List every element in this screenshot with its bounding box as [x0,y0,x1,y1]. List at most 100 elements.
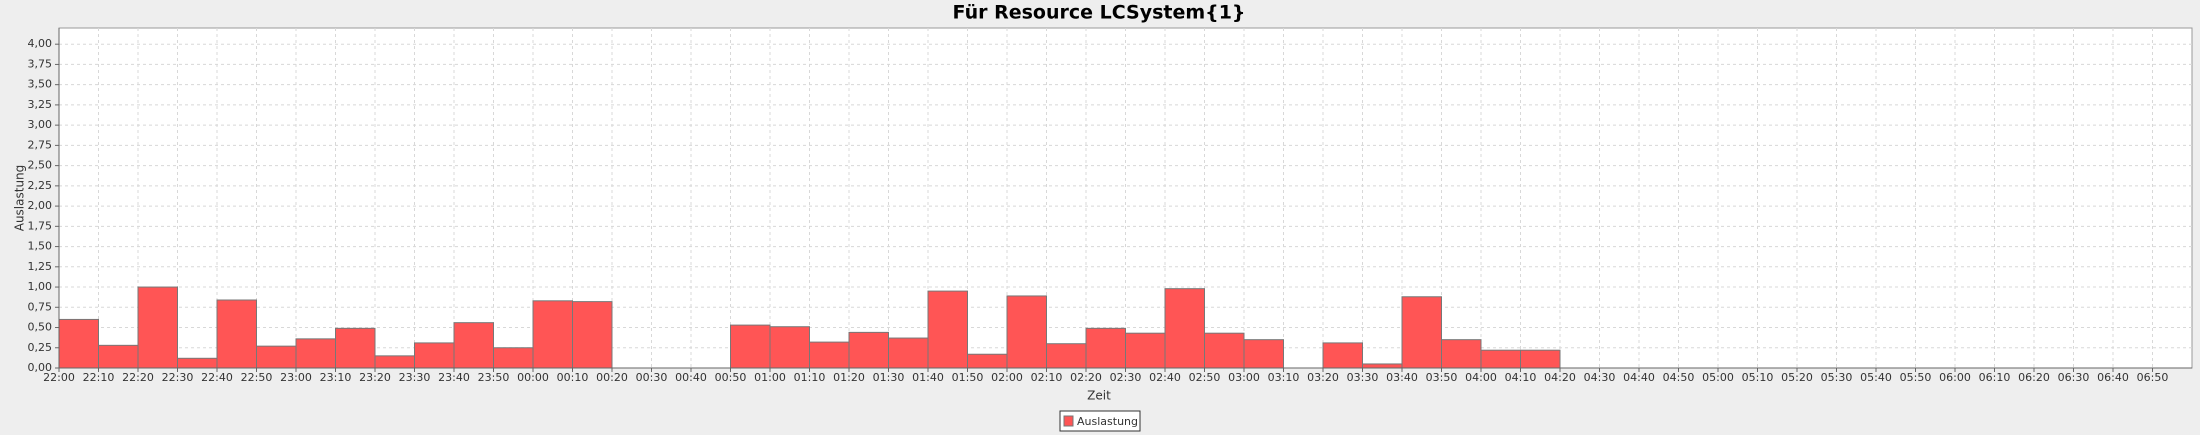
legend-label: Auslastung [1077,415,1138,428]
x-tick-label: 02:30 [1110,371,1142,384]
x-tick-label: 02:40 [1149,371,1181,384]
x-tick-label: 04:30 [1584,371,1616,384]
x-tick-label: 04:20 [1544,371,1576,384]
bar [137,286,178,369]
y-tick-label: 1,50 [28,240,53,253]
x-tick-label: 05:10 [1742,371,1774,384]
x-tick-label: 22:40 [201,371,233,384]
y-tick-label: 0,25 [28,341,53,354]
bar [1243,339,1284,369]
bar [414,342,455,369]
y-tick-label: 3,00 [28,118,53,131]
x-axis-label: Zeit [1087,389,1111,403]
x-tick-label: 03:50 [1426,371,1458,384]
x-tick-label: 03:10 [1268,371,1300,384]
y-axis-label: Auslastung [13,165,27,232]
bar [888,337,929,369]
chart-title: Für Resource LCSystem{1} [953,2,1246,24]
x-tick-label: 00:40 [675,371,707,384]
bar [98,344,139,369]
bar [1362,363,1403,369]
x-tick-label: 05:30 [1821,371,1853,384]
bar [453,322,494,369]
bar [1322,342,1363,369]
x-tick-label: 23:50 [478,371,510,384]
y-tick-label: 2,25 [28,179,53,192]
x-tick-label: 02:10 [1031,371,1063,384]
bar [1480,349,1521,369]
bar [1164,288,1205,369]
x-tick-label: 22:00 [43,371,75,384]
y-tick-label: 0,50 [28,321,53,334]
x-tick-label: 05:20 [1781,371,1813,384]
y-tick-label: 0,75 [28,300,53,313]
bar [1125,332,1166,369]
bar [1046,343,1087,369]
bar [493,347,534,369]
y-tick-label: 0,00 [28,361,53,374]
x-tick-label: 23:00 [280,371,312,384]
x-tick-label: 23:40 [438,371,470,384]
x-tick-label: 01:40 [912,371,944,384]
y-tick-label: 2,50 [28,159,53,172]
x-tick-label: 02:50 [1189,371,1221,384]
x-tick-label: 03:00 [1228,371,1260,384]
legend-swatch [1063,415,1074,427]
bar [177,357,218,369]
x-tick-label: 02:20 [1070,371,1102,384]
bar [1085,327,1126,369]
y-tick-label: 3,25 [28,98,53,111]
bar [1520,349,1561,369]
x-tick-label: 02:00 [991,371,1023,384]
bar [1204,332,1245,369]
x-tick-label: 00:30 [636,371,668,384]
bar [572,301,613,369]
bar [1006,295,1047,369]
x-tick-label: 03:20 [1307,371,1339,384]
y-tick-label: 3,75 [28,57,53,70]
x-tick-label: 00:10 [557,371,589,384]
bar [374,355,415,369]
x-tick-label: 22:30 [162,371,194,384]
y-tick-label: 3,50 [28,78,53,91]
x-tick-label: 23:10 [320,371,352,384]
x-tick-label: 04:40 [1623,371,1655,384]
y-tick-label: 2,75 [28,138,53,151]
x-tick-label: 04:10 [1505,371,1537,384]
bar [1401,296,1442,369]
bar [769,326,810,369]
x-tick-label: 04:50 [1663,371,1695,384]
x-tick-label: 05:00 [1702,371,1734,384]
x-tick-label: 03:40 [1386,371,1418,384]
x-tick-label: 05:40 [1860,371,1892,384]
x-tick-label: 06:20 [2018,371,2050,384]
x-tick-label: 22:20 [122,371,154,384]
x-tick-label: 01:30 [873,371,905,384]
x-tick-label: 00:50 [715,371,747,384]
x-tick-label: 23:30 [399,371,431,384]
y-tick-label: 1,75 [28,219,53,232]
bar [967,353,1008,369]
x-tick-label: 22:10 [83,371,115,384]
bar [256,345,297,369]
y-tick-label: 1,25 [28,260,53,273]
x-tick-label: 01:50 [952,371,984,384]
bar [532,300,573,369]
bar [927,290,968,369]
bar [730,324,771,369]
x-tick-label: 05:50 [1900,371,1932,384]
bar [1441,339,1482,369]
y-tick-label: 1,00 [28,280,53,293]
y-tick-label: 2,00 [28,199,53,212]
x-tick-label: 23:20 [359,371,391,384]
x-tick-label: 01:00 [754,371,786,384]
bar [216,299,257,369]
bar [58,318,99,369]
x-tick-label: 01:10 [794,371,826,384]
x-tick-label: 06:50 [2137,371,2169,384]
x-tick-label: 04:00 [1465,371,1497,384]
x-tick-label: 00:20 [596,371,628,384]
x-tick-label: 06:00 [1939,371,1971,384]
y-tick-label: 4,00 [28,37,53,50]
